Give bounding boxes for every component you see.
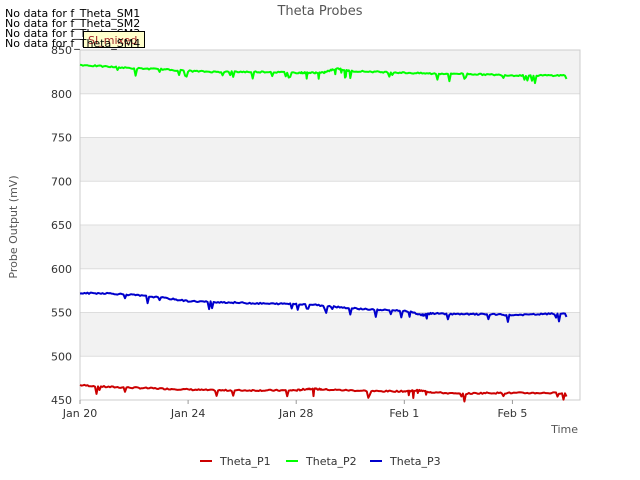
mixed-badge: SI_mixed: [83, 31, 145, 48]
y-tick-label: 800: [51, 88, 72, 101]
x-tick-label: Feb 5: [497, 407, 527, 420]
x-tick-label: Jan 24: [170, 407, 205, 420]
no-data-message: No data for f_Theta_SM4: [5, 37, 141, 50]
y-tick-label: 750: [51, 132, 72, 145]
plot-band: [80, 225, 580, 269]
legend-label: Theta_P1: [219, 455, 271, 468]
series-line-theta-p1: [79, 383, 568, 403]
plot-band: [80, 312, 580, 357]
no-data-message: No data for f_Theta_SM2: [5, 17, 141, 30]
y-tick-label: 850: [51, 44, 72, 57]
y-axis-ticks: 450 500 550 600 650 700 750 800 850: [51, 44, 72, 407]
plot-band: [80, 181, 580, 225]
y-tick-label: 450: [51, 394, 72, 407]
plot-bands: [80, 49, 580, 401]
plot-frame: [79, 49, 581, 401]
y-tick-label: 500: [51, 350, 72, 363]
y-axis-label: Probe Output (mV): [7, 175, 20, 278]
series-line-theta-p3: [79, 291, 568, 323]
x-tick-label: Jan 28: [278, 407, 313, 420]
plot-band: [80, 137, 580, 182]
x-axis-ticks: Jan 20 Jan 24 Jan 28 Feb 1 Feb 5: [62, 400, 527, 420]
y-tick-label: 650: [51, 219, 72, 232]
series-line-theta-p2: [79, 63, 568, 85]
legend: Theta_P1 Theta_P2 Theta_P3: [200, 455, 441, 468]
no-data-message: No data for f_Theta_SM3: [5, 27, 141, 40]
x-tick-label: Jan 20: [62, 407, 97, 420]
x-axis-label: Time: [550, 423, 578, 436]
legend-label: Theta_P2: [305, 455, 357, 468]
x-tick-label: Feb 1: [389, 407, 419, 420]
series-group: [79, 63, 568, 403]
chart-title: Theta Probes: [276, 4, 362, 19]
y-tick-label: 700: [51, 175, 72, 188]
legend-label: Theta_P3: [389, 455, 441, 468]
y-tick-label: 550: [51, 307, 72, 320]
y-tick-label: 600: [51, 263, 72, 276]
no-data-message: No data for f_Theta_SM1: [5, 7, 141, 20]
plot-band: [80, 93, 580, 138]
